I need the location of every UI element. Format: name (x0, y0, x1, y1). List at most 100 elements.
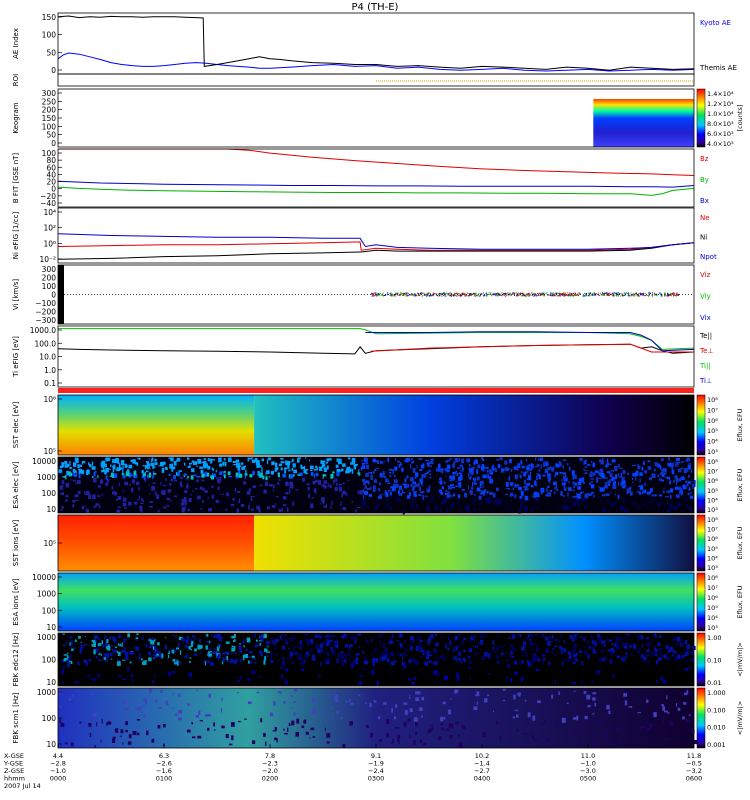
colorbar-tick-sst_e-2: 10⁶ (707, 417, 718, 425)
colorbar-label-esa_i: Eflux, EFU (736, 585, 744, 618)
colorbar-tick-keogram-1: 1.2×10⁴ (707, 100, 734, 108)
ytick-label-velocity-5: −200 (35, 308, 56, 317)
ytick-label-velocity-6: −300 (35, 316, 56, 325)
colorbar-sst_i (696, 514, 706, 572)
colorbar-tick-sst_i-2: 10⁶ (707, 535, 718, 543)
colorbar-tick-sst_e-0: 10⁸ (707, 396, 718, 404)
colorbar-tick-keogram-3: 8.0×10³ (707, 120, 734, 128)
colorbar-label-sst_e: Eflux, EFU (736, 408, 744, 441)
colorbar-fbk_e (696, 632, 706, 687)
series-line-bfgm-0 (58, 148, 695, 176)
xtick-label-3-0: 9.1 (371, 752, 381, 760)
ylabel-bfgm: B FIT [GSE nT] (12, 153, 20, 204)
colorbar-tick-sst_e-5: 10³ (707, 448, 718, 456)
ylabel-temperature: Ti eFIG [eV] (12, 336, 20, 378)
ytick-label-velocity-4: −100 (35, 299, 56, 308)
plot-title: P4 (TH-E) (352, 2, 399, 13)
xtick-label-1-3: 0100 (156, 775, 173, 783)
colorbar-tick-fbk_e-2: 0.01 (707, 679, 721, 687)
ytick-label-velocity-2: 100 (42, 282, 57, 291)
ylabel-fbk_e: FBK edc12 [Hz] (12, 632, 20, 686)
ytick-label-bfgm-5: 0 (51, 185, 56, 194)
ytick-label-keogram-4: 100 (42, 122, 57, 131)
spectrogram-fill-sst_i-1 (254, 515, 694, 571)
ytick-label-bfgm-4: 20 (46, 178, 56, 187)
ylabel-sst_e: SST elec [eV] (12, 401, 20, 448)
ytick-label-velocity-1: 200 (42, 274, 57, 283)
xaxis-row-label-2: Z-GSE (4, 767, 24, 775)
series-line-temperature-0 (57, 343, 695, 355)
series-line-ae-0 (57, 52, 695, 72)
ytick-label-ae-1: 100 (42, 31, 57, 40)
ytick-label-temperature-2: 10.0 (39, 353, 56, 362)
ytick-label-bfgm-0: 100 (42, 149, 57, 158)
colorbar-tick-esa_e-5: 10³ (707, 506, 718, 514)
colorbar-tick-fbk_e-0: 1.00 (707, 634, 721, 642)
ylabel-roi: ROI (12, 74, 20, 86)
ytick-label-sst_e-1: 10⁵ (43, 447, 56, 456)
ytick-label-ae-2: 50 (46, 48, 56, 57)
xtick-label-0-1: −2.8 (50, 760, 66, 768)
ytick-label-esa_i-2: 100 (42, 606, 57, 615)
panel-frame-density (57, 207, 695, 264)
keogram-image (593, 99, 694, 147)
xtick-label-6-2: −3.2 (686, 767, 702, 775)
colorbar-tick-keogram-4: 6.0×10³ (707, 130, 734, 138)
xtick-label-4-0: 10.2 (475, 752, 489, 760)
ytick-label-keogram-1: 250 (42, 97, 57, 106)
legend-density-1: Ni (700, 234, 707, 242)
legend-bfgm-2: Bx (700, 197, 709, 205)
colorbar-tick-fbk_b-0: 1.000 (707, 689, 726, 697)
colorbar-tick-esa_e-3: 10⁵ (707, 487, 718, 495)
ytick-label-keogram-6: 0 (51, 139, 56, 148)
ytick-label-bfgm-3: 40 (46, 170, 56, 179)
colorbar-tick-keogram-0: 1.4×10⁴ (707, 90, 734, 98)
panel-frame-sst_e (57, 394, 695, 456)
spectrogram-texture-fbk_b (59, 688, 698, 748)
ytick-label-keogram-5: 50 (46, 131, 56, 140)
legend-density-0: Ne (700, 214, 710, 222)
xtick-label-5-0: 11.0 (581, 752, 595, 760)
legend-velocity-0: Viz (700, 271, 711, 279)
xtick-label-1-0: 6.3 (159, 752, 169, 760)
ytick-label-density-0: 10⁴ (43, 208, 56, 217)
colorbar-tick-keogram-5: 4.0×10³ (707, 140, 734, 148)
colorbar-fbk_b (696, 687, 706, 749)
xtick-label-5-1: −1.0 (580, 760, 596, 768)
ytick-label-bfgm-6: −20 (40, 192, 56, 201)
ytick-label-fbk_b-2: 10 (46, 740, 56, 749)
ytick-label-esa_i-0: 10000 (32, 573, 56, 582)
ytick-label-fbk_e-1: 100 (42, 656, 57, 665)
ytick-label-fbk_b-0: 1000 (37, 688, 56, 697)
ylabel-velocity: Vi [km/s] (12, 279, 20, 310)
legend-bfgm-0: Bz (700, 155, 709, 163)
series-line-density-0 (57, 241, 695, 251)
ylabel-esa_e: ESA elec [eV] (12, 461, 20, 508)
spectrogram-fill-sst_e-1 (254, 395, 694, 455)
legend-density-2: Npot (700, 253, 717, 261)
ytick-label-esa_e-1: 1000 (37, 473, 56, 482)
spectrogram-texture-fbk_e (61, 633, 696, 686)
ylabel-sst_i: SST ions [eV] (12, 519, 20, 566)
ytick-label-ae-3: 0 (51, 66, 56, 75)
ytick-label-bfgm-7: −40 (40, 199, 56, 208)
ytick-label-esa_i-1: 1000 (37, 590, 56, 599)
ylabel-esa_i: ESA ions [eV] (12, 578, 20, 625)
xtick-label-6-0: 11.8 (687, 752, 701, 760)
ytick-label-esa_i-3: 10 (46, 623, 56, 632)
series-line-density-1 (57, 242, 695, 260)
orbit-indicator-bar (58, 388, 694, 393)
colorbar-tick-esa_e-1: 10⁷ (707, 468, 718, 476)
panel-frame-bfgm (57, 148, 695, 208)
ylabel-density: Ni eFIG [1/cc] (12, 212, 20, 260)
colorbar-tick-sst_i-4: 10⁴ (707, 554, 718, 562)
colorbar-tick-esa_i-2: 10⁶ (707, 594, 718, 602)
ylabel-keogram: Keogram (12, 102, 20, 133)
legend-bfgm-1: By (700, 176, 709, 184)
xtick-label-3-2: −2.4 (368, 767, 384, 775)
ytick-label-keogram-2: 200 (42, 106, 57, 115)
colorbar-tick-sst_i-5: 10³ (707, 564, 718, 572)
colorbar-label-sst_i: Eflux, EFU (736, 526, 744, 559)
